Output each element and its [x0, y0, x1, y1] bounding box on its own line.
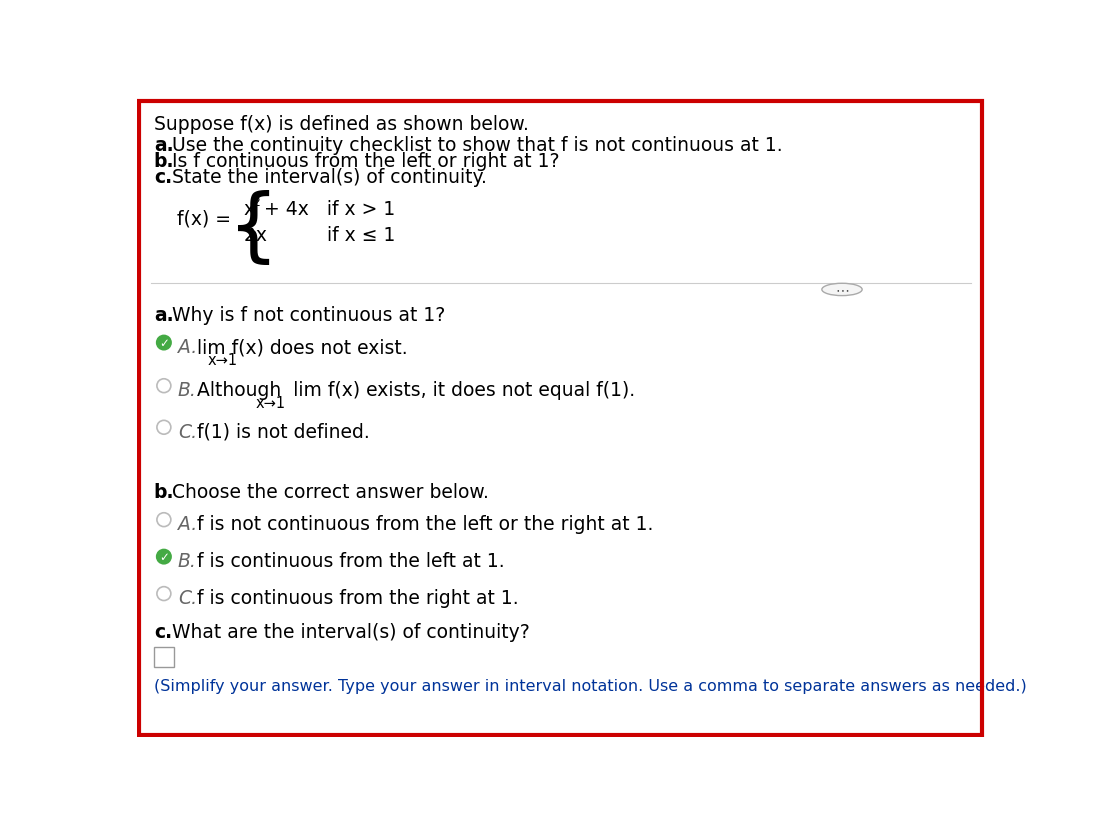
Circle shape — [156, 336, 171, 350]
Text: Is f continuous from the left or right at 1?: Is f continuous from the left or right a… — [166, 152, 560, 171]
Text: State the interval(s) of continuity.: State the interval(s) of continuity. — [166, 168, 487, 187]
Text: c.: c. — [154, 168, 172, 187]
Text: ✓: ✓ — [159, 337, 168, 349]
Text: a.: a. — [154, 306, 174, 325]
Circle shape — [156, 379, 171, 393]
Text: f is continuous from the right at 1.: f is continuous from the right at 1. — [197, 589, 519, 608]
Text: Why is f not continuous at 1?: Why is f not continuous at 1? — [166, 306, 445, 325]
Text: x: x — [244, 200, 255, 219]
Text: f(1) is not defined.: f(1) is not defined. — [197, 422, 370, 441]
Text: f(x) =: f(x) = — [177, 209, 231, 228]
Text: lim f(x) does not exist.: lim f(x) does not exist. — [197, 338, 408, 357]
Ellipse shape — [822, 284, 862, 296]
Circle shape — [156, 587, 171, 601]
Text: ✓: ✓ — [159, 551, 168, 563]
Circle shape — [156, 421, 171, 435]
Text: 2x          if x ≤ 1: 2x if x ≤ 1 — [244, 225, 395, 244]
Text: Choose the correct answer below.: Choose the correct answer below. — [166, 483, 489, 501]
Text: What are the interval(s) of continuity?: What are the interval(s) of continuity? — [166, 623, 529, 642]
Text: + 4x   if x > 1: + 4x if x > 1 — [258, 200, 396, 219]
Text: B.: B. — [178, 551, 197, 570]
Text: {: { — [229, 190, 279, 268]
Text: A.: A. — [178, 515, 197, 533]
Text: Suppose f(x) is defined as shown below.: Suppose f(x) is defined as shown below. — [154, 115, 528, 133]
Bar — [154, 647, 174, 667]
Text: c.: c. — [154, 623, 172, 642]
Text: b.: b. — [154, 483, 174, 501]
Text: (Simplify your answer. Type your answer in interval notation. Use a comma to sep: (Simplify your answer. Type your answer … — [154, 678, 1026, 694]
Text: C.: C. — [178, 589, 197, 608]
Text: Use the continuity checklist to show that f is not continuous at 1.: Use the continuity checklist to show tha… — [166, 136, 783, 155]
Text: a.: a. — [154, 136, 174, 155]
Text: 2: 2 — [253, 195, 260, 209]
Text: x→1: x→1 — [208, 353, 238, 368]
Text: f is continuous from the left at 1.: f is continuous from the left at 1. — [197, 551, 504, 570]
Text: B.: B. — [178, 381, 197, 400]
Circle shape — [156, 550, 171, 564]
Text: Although  lim f(x) exists, it does not equal f(1).: Although lim f(x) exists, it does not eq… — [197, 381, 636, 400]
Text: C.: C. — [178, 422, 197, 441]
Text: f is not continuous from the left or the right at 1.: f is not continuous from the left or the… — [197, 515, 653, 533]
Text: A.: A. — [178, 338, 197, 357]
Text: x→1: x→1 — [255, 396, 286, 411]
Text: b.: b. — [154, 152, 174, 171]
Text: ⋯: ⋯ — [835, 283, 849, 297]
Circle shape — [156, 513, 171, 527]
